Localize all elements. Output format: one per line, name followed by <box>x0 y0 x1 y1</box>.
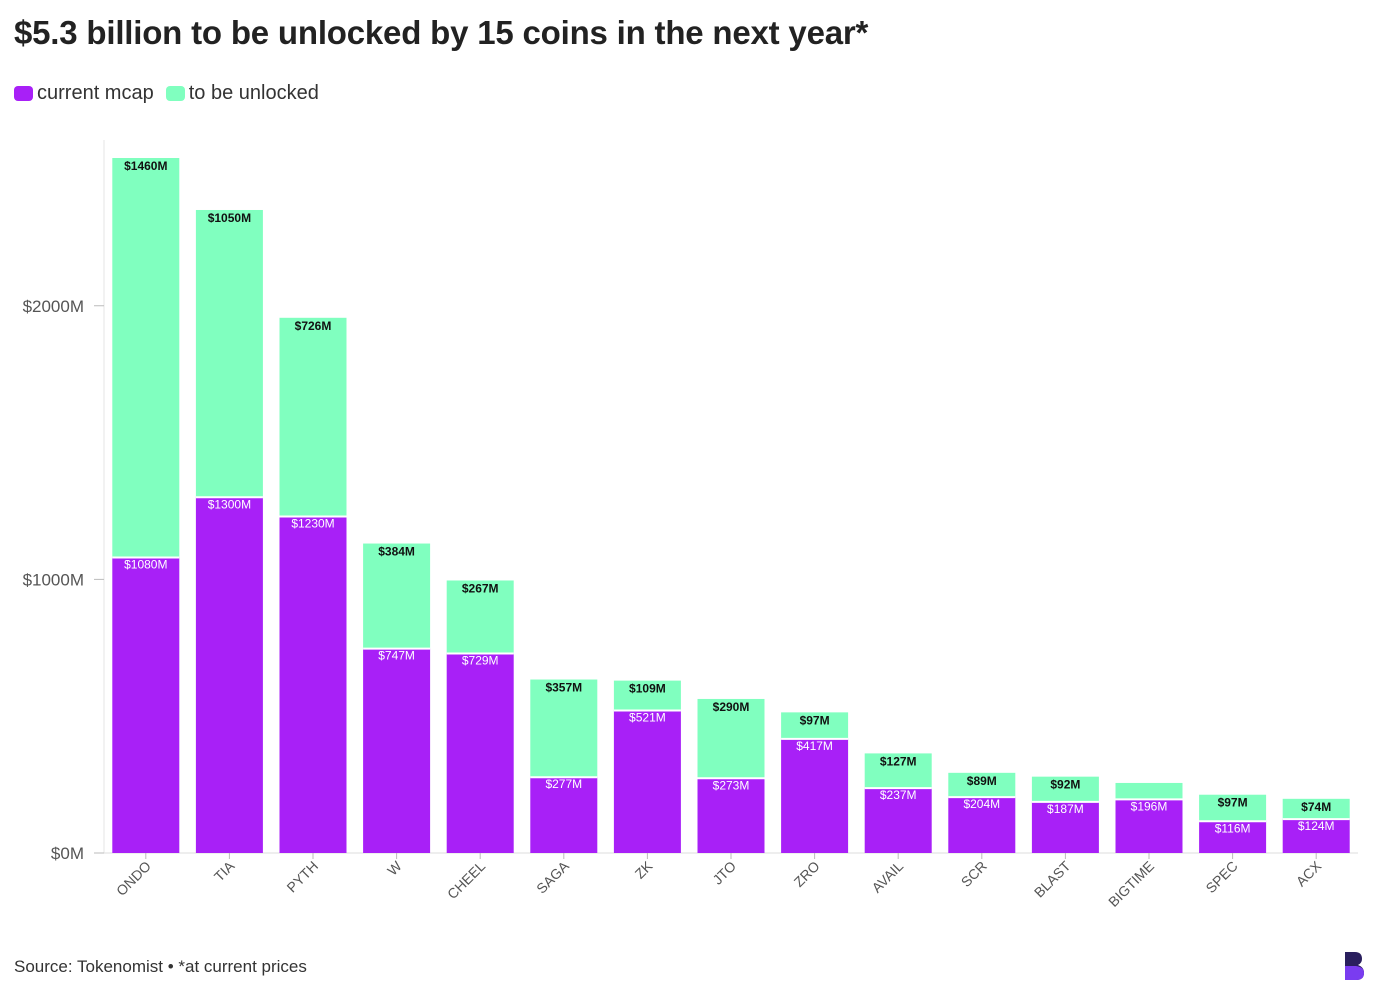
bar-current-mcap <box>697 778 765 853</box>
bar-to-be-unlocked <box>446 580 514 654</box>
data-label-current-mcap: $1230M <box>291 516 334 530</box>
stacked-bar-chart: $0M $1000M $2000M $1460M $1080M ONDO $1050M $13… <box>23 140 1358 910</box>
chart-area: $0M $1000M $2000M $1460M $1080M ONDO $1050M $13… <box>0 120 1384 940</box>
data-label-to-be-unlocked: $290M <box>713 700 750 714</box>
bar-current-mcap <box>363 648 431 853</box>
brand-b-logo-icon <box>1345 952 1364 980</box>
bar-current-mcap <box>613 710 681 853</box>
data-label-to-be-unlocked: $92M <box>1050 778 1080 792</box>
data-label-current-mcap: $747M <box>378 649 415 663</box>
x-tick-label: ZK <box>632 857 656 881</box>
bar-to-be-unlocked <box>781 712 849 739</box>
y-tick-label: $2000M <box>23 297 84 316</box>
data-label-to-be-unlocked: $1050M <box>208 211 251 225</box>
data-label-current-mcap: $204M <box>963 797 1000 811</box>
data-label-current-mcap: $124M <box>1298 819 1335 833</box>
x-tick-label: ZRO <box>791 858 823 890</box>
bar-current-mcap <box>112 557 180 853</box>
data-label-current-mcap: $116M <box>1215 821 1251 835</box>
data-label-to-be-unlocked: $89M <box>967 774 997 788</box>
data-label-to-be-unlocked: $1460M <box>124 159 167 173</box>
bar-to-be-unlocked <box>613 680 681 711</box>
legend-item-current-mcap[interactable]: current mcap <box>14 82 154 105</box>
source-note: Source: Tokenomist • *at current prices <box>14 957 307 976</box>
bar-current-mcap <box>530 777 598 853</box>
data-label-to-be-unlocked: $357M <box>545 681 582 695</box>
legend-label-current-mcap: current mcap <box>37 82 154 104</box>
x-tick-label: TIA <box>211 857 238 884</box>
x-tick-label: SPEC <box>1202 858 1240 896</box>
data-label-current-mcap: $273M <box>713 778 750 792</box>
x-tick-label: BLAST <box>1031 857 1074 900</box>
data-label-current-mcap: $196M <box>1131 799 1168 813</box>
data-label-current-mcap: $1300M <box>208 497 251 511</box>
data-label-to-be-unlocked: $127M <box>880 754 917 768</box>
data-label-current-mcap: $417M <box>796 739 833 753</box>
legend-item-to-be-unlocked[interactable]: to be unlocked <box>165 82 319 105</box>
bar-current-mcap <box>1031 801 1099 853</box>
x-tick-label: SAGA <box>533 857 572 896</box>
data-label-current-mcap: $277M <box>545 777 582 791</box>
bar-current-mcap <box>195 497 263 853</box>
data-label-current-mcap: $187M <box>1047 802 1084 816</box>
data-label-current-mcap: $521M <box>629 710 666 724</box>
legend-label-to-be-unlocked: to be unlocked <box>188 82 319 104</box>
data-label-to-be-unlocked: $384M <box>378 545 415 559</box>
chart-title: $5.3 billion to be unlocked by 15 coins … <box>14 14 869 51</box>
data-label-to-be-unlocked: $267M <box>462 581 499 595</box>
bar-to-be-unlocked <box>1282 798 1350 820</box>
y-tick-label: $1000M <box>23 570 84 589</box>
bar-to-be-unlocked <box>1031 776 1099 802</box>
x-tick-label: BIGTIME <box>1105 858 1157 910</box>
x-tick-label: SCR <box>958 858 990 890</box>
bar-to-be-unlocked <box>195 209 263 498</box>
x-tick-label: ONDO <box>113 858 154 899</box>
bar-to-be-unlocked <box>279 317 347 517</box>
data-label-current-mcap: $1080M <box>124 557 167 571</box>
bar-to-be-unlocked <box>864 753 932 789</box>
data-label-to-be-unlocked: $74M <box>1301 800 1331 814</box>
data-label-to-be-unlocked: $97M <box>800 713 830 727</box>
bar-current-mcap <box>1115 799 1183 853</box>
bar-current-mcap <box>864 788 932 853</box>
bar-current-mcap <box>948 797 1016 853</box>
bar-current-mcap <box>1282 819 1350 853</box>
data-label-to-be-unlocked: $726M <box>295 319 332 333</box>
x-tick-label: JTO <box>709 858 739 888</box>
x-tick-label: PYTH <box>283 858 321 896</box>
bar-to-be-unlocked <box>1115 782 1183 800</box>
x-tick-label: W <box>384 857 405 878</box>
bar-to-be-unlocked <box>363 543 431 649</box>
bar-current-mcap <box>1199 821 1267 853</box>
bar-current-mcap <box>781 738 849 853</box>
data-label-to-be-unlocked: $97M <box>1218 796 1248 810</box>
y-tick-label: $0M <box>51 844 84 863</box>
bar-to-be-unlocked <box>948 772 1016 798</box>
x-tick-label: CHEEL <box>444 858 488 902</box>
bar-current-mcap <box>446 653 514 853</box>
legend-swatch-current-mcap <box>14 86 33 101</box>
bar-to-be-unlocked <box>112 158 180 558</box>
bar-to-be-unlocked <box>1199 794 1267 822</box>
data-label-current-mcap: $237M <box>880 788 917 802</box>
bar-to-be-unlocked <box>697 698 765 779</box>
bar-to-be-unlocked <box>530 679 598 778</box>
x-tick-label: ACX <box>1293 857 1325 889</box>
data-label-current-mcap: $729M <box>462 654 499 668</box>
legend: current mcap to be unlocked <box>14 82 331 105</box>
x-tick-label: AVAIL <box>868 858 906 896</box>
data-label-to-be-unlocked: $109M <box>629 682 666 696</box>
legend-swatch-to-be-unlocked <box>165 86 185 101</box>
bar-current-mcap <box>279 516 347 853</box>
